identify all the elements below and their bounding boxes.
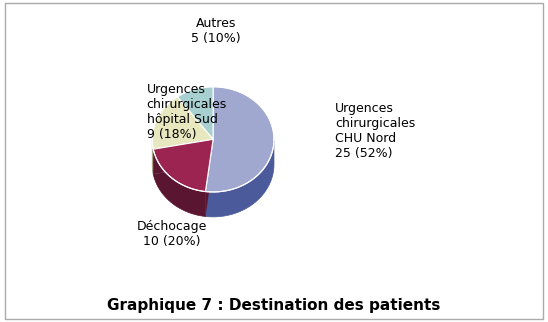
Text: Graphique 7 : Destination des patients: Graphique 7 : Destination des patients: [107, 298, 441, 313]
Polygon shape: [153, 139, 213, 174]
Polygon shape: [177, 87, 213, 139]
Polygon shape: [206, 138, 274, 217]
Polygon shape: [206, 139, 213, 216]
Polygon shape: [206, 87, 274, 192]
Polygon shape: [153, 139, 213, 174]
Polygon shape: [152, 137, 153, 174]
Polygon shape: [153, 149, 206, 216]
Text: Déchocage
10 (20%): Déchocage 10 (20%): [136, 220, 207, 248]
Polygon shape: [152, 97, 213, 149]
Text: Urgences
chirurgicales
hôpital Sud
9 (18%): Urgences chirurgicales hôpital Sud 9 (18…: [147, 83, 227, 141]
Polygon shape: [206, 139, 213, 216]
Text: Autres
5 (10%): Autres 5 (10%): [191, 17, 241, 45]
Polygon shape: [153, 139, 213, 192]
Text: Urgences
chirurgicales
CHU Nord
25 (52%): Urgences chirurgicales CHU Nord 25 (52%): [335, 102, 415, 160]
